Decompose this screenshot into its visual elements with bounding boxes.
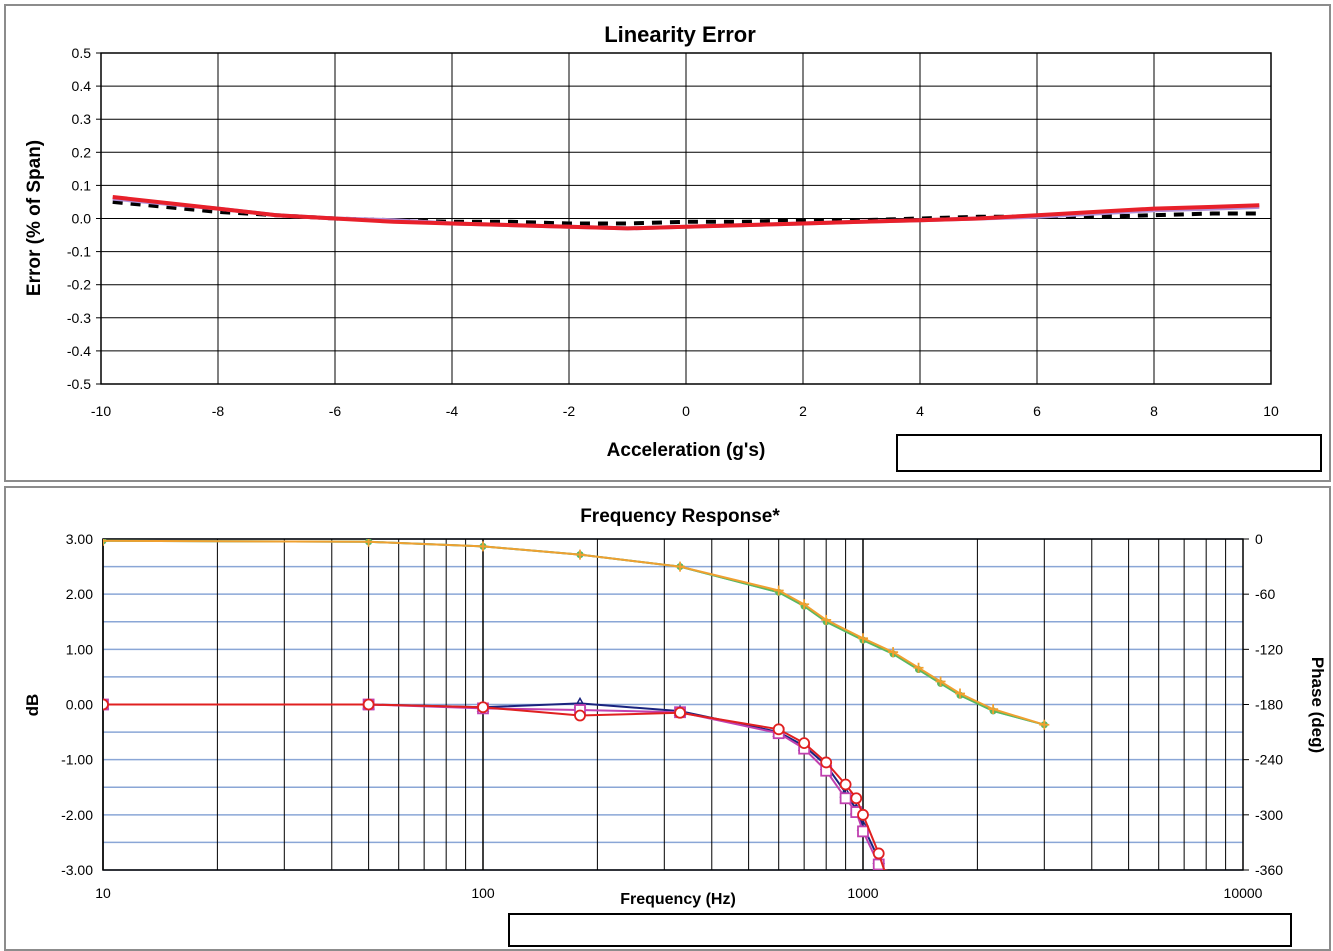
data-point	[574, 709, 586, 722]
data-point	[858, 633, 868, 644]
data-point	[857, 825, 869, 838]
y2-tick-label: -300	[1255, 807, 1283, 823]
y-tick-label: 0.00	[66, 697, 93, 713]
frequency-chart-panel	[4, 486, 1331, 951]
x-tick-label: 8	[1150, 403, 1158, 419]
data-point	[773, 585, 784, 596]
y2-tick-label: -240	[1255, 752, 1283, 768]
linearity-title: Linearity Error	[604, 22, 756, 47]
series-line	[103, 539, 1045, 726]
data-point	[935, 676, 946, 687]
x-tick-label: -8	[212, 403, 225, 419]
y2-tick-label: -180	[1255, 697, 1283, 713]
data-point	[821, 614, 832, 625]
x-tick-label: 10	[1263, 403, 1279, 419]
x-tick-label: 100	[471, 885, 495, 901]
data-point	[362, 698, 375, 711]
data-point	[575, 549, 586, 560]
y-tick-label: 0.2	[72, 144, 92, 160]
data-point	[888, 647, 899, 658]
y-tick-label: -0.3	[67, 310, 91, 326]
y-tick-label: -2.00	[61, 807, 93, 823]
linearity-legend	[896, 434, 1322, 472]
series-line	[103, 539, 1045, 726]
y-tick-label: 0.4	[72, 78, 92, 94]
x-tick-label: 6	[1033, 403, 1041, 419]
linearity-ylabel: Error (% of Span)	[24, 140, 45, 296]
data-point	[478, 541, 488, 552]
y-tick-label: -0.4	[67, 343, 91, 359]
data-point	[872, 858, 885, 870]
plot-area	[100, 52, 1272, 385]
y-tick-label: 0.1	[72, 177, 92, 193]
data-point	[988, 704, 999, 715]
frequency-xlabel: Frequency (Hz)	[620, 891, 736, 908]
series-line	[112, 199, 1260, 226]
data-point	[103, 698, 109, 711]
x-tick-label: 2	[799, 403, 807, 419]
y-tick-label: 0.0	[72, 211, 92, 227]
data-point	[881, 876, 891, 885]
y-tick-label: 3.00	[66, 531, 93, 547]
data-point	[881, 876, 891, 886]
y-tick-label: -0.2	[67, 277, 91, 293]
data-point	[872, 847, 885, 860]
y-tick-label: 1.00	[66, 641, 93, 657]
frequency-ylabel: dB	[23, 694, 42, 717]
y-tick-label: 2.00	[66, 586, 93, 602]
data-point	[839, 792, 852, 805]
y-tick-label: -3.00	[61, 862, 93, 878]
data-point	[1039, 719, 1050, 730]
series-line	[103, 703, 883, 870]
linearity-xlabel: Acceleration (g's)	[607, 440, 766, 461]
data-point	[913, 662, 924, 673]
series-line	[103, 539, 1045, 726]
frequency-title: Frequency Response*	[580, 506, 780, 527]
y2-tick-label: -60	[1255, 586, 1275, 602]
y-tick-label: 0.3	[72, 111, 92, 127]
y-tick-label: 0.5	[72, 45, 92, 61]
data-point	[772, 723, 785, 736]
x-tick-label: 4	[916, 403, 924, 419]
data-point	[103, 539, 108, 546]
data-point	[675, 561, 686, 572]
data-point	[955, 688, 966, 699]
data-point	[883, 869, 889, 870]
data-point	[363, 539, 374, 547]
data-point	[799, 599, 810, 610]
series-line	[112, 195, 1260, 231]
x-tick-label: -4	[446, 403, 459, 419]
y2-tick-label: -120	[1255, 641, 1283, 657]
data-point	[839, 778, 852, 791]
frequency-legend	[508, 913, 1292, 947]
data-point	[674, 706, 686, 719]
x-tick-label: 10000	[1224, 885, 1263, 901]
data-point	[798, 737, 811, 750]
data-point	[477, 701, 489, 714]
y2-tick-label: 0	[1255, 531, 1263, 547]
y-tick-label: -1.00	[61, 752, 93, 768]
data-point	[820, 756, 833, 769]
x-tick-label: -2	[563, 403, 576, 419]
data-point	[857, 808, 869, 821]
x-tick-label: 1000	[847, 885, 878, 901]
frequency-y2label: Phase (deg)	[1308, 657, 1327, 753]
linearity-chart-panel	[4, 4, 1331, 482]
x-tick-label: -6	[329, 403, 342, 419]
data-point	[850, 792, 863, 805]
y-tick-label: -0.5	[67, 376, 91, 392]
x-tick-label: -10	[91, 403, 111, 419]
series-group	[103, 539, 1050, 886]
x-tick-label: 0	[682, 403, 690, 419]
y2-tick-label: -360	[1255, 862, 1283, 878]
y-tick-label: -0.1	[67, 244, 91, 260]
x-tick-label: 10	[95, 885, 111, 901]
